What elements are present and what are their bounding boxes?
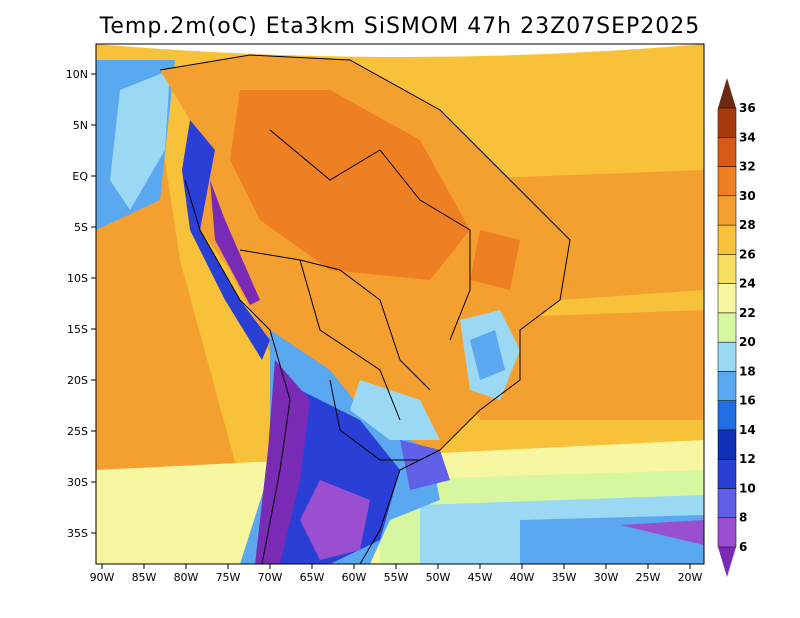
- lon-label: 45W: [468, 571, 493, 584]
- lat-label: 35S: [67, 527, 88, 540]
- lon-label: 85W: [132, 571, 157, 584]
- colorbar-label: 32: [739, 160, 756, 174]
- lon-label: 80W: [174, 571, 199, 584]
- colorbar-segment: [717, 107, 737, 138]
- colorbar-label: 18: [739, 364, 756, 378]
- lon-label: 35W: [552, 571, 577, 584]
- map-frame: [95, 43, 705, 565]
- lon-label: 20W: [678, 571, 703, 584]
- lat-label: 10S: [67, 272, 88, 285]
- colorbar-segment: [717, 400, 737, 431]
- colorbar-segment: [717, 429, 737, 460]
- temperature-field: [96, 44, 704, 564]
- lon-label: 55W: [384, 571, 409, 584]
- colorbar-min-arrow: [718, 547, 736, 577]
- colorbar-segment: [717, 371, 737, 401]
- colorbar-label: 30: [739, 189, 756, 203]
- lon-label: 65W: [300, 571, 325, 584]
- colorbar: 6 8 10 12 14 16 18 20 22 24 26 28 30 32 34 36: [717, 78, 756, 577]
- lon-label: 75W: [216, 571, 241, 584]
- colorbar-label: 6: [739, 540, 747, 554]
- colorbar-label: 28: [739, 218, 756, 232]
- lon-label: 30W: [594, 571, 619, 584]
- lat-label: 20S: [67, 374, 88, 387]
- colorbar-label: 12: [739, 452, 756, 466]
- lon-label: 25W: [636, 571, 661, 584]
- colorbar-label: 20: [739, 335, 756, 349]
- longitude-axis: 90W 85W 80W 75W 70W 65W 60W 55W 50W 45W …: [90, 564, 703, 584]
- lon-label: 40W: [510, 571, 535, 584]
- lat-label: 10N: [66, 68, 88, 81]
- colorbar-segment: [717, 517, 737, 548]
- lon-label: 90W: [90, 571, 115, 584]
- lon-label: 70W: [258, 571, 283, 584]
- colorbar-segment: [717, 312, 737, 343]
- colorbar-segment: [717, 195, 737, 226]
- colorbar-label: 26: [739, 247, 756, 261]
- colorbar-label: 34: [739, 130, 756, 144]
- colorbar-segment: [717, 254, 737, 284]
- colorbar-label: 14: [739, 423, 756, 437]
- lat-label: 5N: [73, 119, 88, 132]
- lat-label: 5S: [74, 221, 88, 234]
- lat-label: 25S: [67, 425, 88, 438]
- colorbar-label: 10: [739, 481, 756, 495]
- colorbar-label: 8: [739, 511, 747, 525]
- colorbar-segment: [717, 341, 737, 372]
- colorbar-segment: [717, 488, 737, 518]
- map-title: Temp.2m(oC) Eta3km SiSMOM 47h 23Z07SEP20…: [99, 14, 701, 39]
- lat-label: 30S: [67, 476, 88, 489]
- colorbar-label: 22: [739, 306, 756, 320]
- lat-label: EQ: [72, 170, 88, 183]
- lon-label: 60W: [342, 571, 367, 584]
- political-boundaries: [159, 54, 571, 565]
- colorbar-label: 36: [739, 101, 756, 115]
- colorbar-segment: [717, 224, 737, 255]
- colorbar-segment: [717, 458, 737, 489]
- colorbar-segment: [717, 137, 737, 167]
- colorbar-label: 16: [739, 394, 756, 408]
- lon-label: 50W: [426, 571, 451, 584]
- colorbar-segment: [717, 283, 737, 314]
- colorbar-max-arrow: [718, 78, 736, 108]
- lat-label: 15S: [67, 323, 88, 336]
- colorbar-segment: [717, 166, 737, 197]
- latitude-axis: 10N 5N EQ 5S 10S 15S 20S 25S 30S 35S: [66, 68, 96, 540]
- colorbar-label: 24: [739, 277, 756, 291]
